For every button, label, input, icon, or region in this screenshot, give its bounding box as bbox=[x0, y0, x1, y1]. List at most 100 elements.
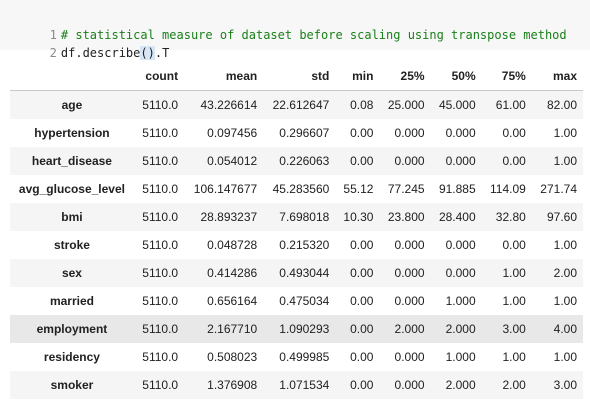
table-cell: 55.12 bbox=[343, 182, 374, 196]
table-cell: 0.00 bbox=[350, 126, 374, 140]
table-cell: 0.00 bbox=[350, 266, 374, 280]
table-cell: 28.400 bbox=[438, 210, 476, 224]
table-cell: 0.048728 bbox=[207, 238, 258, 252]
table-cell: 2.167710 bbox=[207, 322, 258, 336]
table-cell: 28.893237 bbox=[200, 210, 258, 224]
table-cell: 0.000 bbox=[394, 238, 425, 252]
table-cell: 0.000 bbox=[394, 378, 425, 392]
table-cell: 0.508023 bbox=[207, 350, 258, 364]
table-row: smoker 5110.0 1.376908 1.071534 0.00 0.000 2.0… bbox=[10, 371, 583, 399]
table-cell: 0.296607 bbox=[279, 126, 330, 140]
table-cell: 0.097456 bbox=[207, 126, 258, 140]
table-cell: 0.00 bbox=[350, 322, 374, 336]
table-cell: 1.000 bbox=[445, 350, 476, 364]
row-index: stroke bbox=[53, 238, 90, 252]
table-cell: 0.00 bbox=[502, 126, 526, 140]
code-comment: # statistical measure of dataset before … bbox=[60, 28, 567, 42]
table-cell: 5110.0 bbox=[142, 350, 179, 364]
table-cell: 1.090293 bbox=[279, 322, 330, 336]
table-cell: 45.000 bbox=[438, 98, 476, 112]
index-header bbox=[10, 61, 134, 91]
table-cell: 0.00 bbox=[350, 378, 374, 392]
table-row: bmi 5110.0 28.893237 7.698018 10.30 23.800 28.… bbox=[10, 203, 583, 231]
table-cell: 0.000 bbox=[394, 266, 425, 280]
table-cell: 271.74 bbox=[540, 182, 577, 196]
table-row: residency 5110.0 0.508023 0.499985 0.00 0.000… bbox=[10, 343, 583, 371]
table-cell: 0.226063 bbox=[279, 154, 330, 168]
table-cell: 1.00 bbox=[502, 294, 526, 308]
column-header: min bbox=[335, 61, 380, 91]
table-cell: 3.00 bbox=[502, 322, 526, 336]
column-header: 50% bbox=[430, 61, 482, 91]
column-header: count bbox=[133, 61, 185, 91]
table-cell: 106.147677 bbox=[193, 182, 258, 196]
table-cell: 5110.0 bbox=[142, 210, 179, 224]
table-cell: 0.00 bbox=[350, 294, 374, 308]
table-cell: 5110.0 bbox=[142, 98, 179, 112]
table-cell: 0.08 bbox=[350, 98, 374, 112]
table-cell: 1.00 bbox=[553, 350, 577, 364]
column-header: std bbox=[263, 61, 336, 91]
row-index: bmi bbox=[61, 210, 83, 224]
column-header: max bbox=[531, 61, 583, 91]
table-row: employment 5110.0 2.167710 1.090293 0.00 2.00… bbox=[10, 315, 583, 343]
header-row: count mean std min 25% 50% 75% max bbox=[10, 61, 583, 91]
table-cell: 3.00 bbox=[553, 378, 577, 392]
table-body: age 5110.0 43.226614 22.612647 0.08 25.000 45.… bbox=[10, 90, 583, 399]
code-expression: df.describe bbox=[60, 46, 141, 60]
table-cell: 5110.0 bbox=[142, 154, 179, 168]
table-cell: 0.054012 bbox=[207, 154, 258, 168]
table-cell: 0.00 bbox=[350, 238, 374, 252]
table-cell: 77.245 bbox=[387, 182, 425, 196]
table-cell: 0.000 bbox=[394, 350, 425, 364]
table-cell: 5110.0 bbox=[142, 378, 179, 392]
table-cell: 22.612647 bbox=[272, 98, 330, 112]
table-cell: 0.00 bbox=[350, 350, 374, 364]
table-cell: 2.00 bbox=[502, 378, 526, 392]
table-cell: 5110.0 bbox=[142, 294, 179, 308]
table-cell: 0.000 bbox=[445, 238, 476, 252]
row-index: sex bbox=[61, 266, 82, 280]
table-cell: 0.493044 bbox=[279, 266, 330, 280]
row-index: age bbox=[61, 98, 83, 112]
table-cell: 1.00 bbox=[502, 350, 526, 364]
line-number: 2 bbox=[49, 46, 57, 60]
table-cell: 82.00 bbox=[546, 98, 577, 112]
table-cell: 0.475034 bbox=[279, 294, 330, 308]
table-cell: 0.499985 bbox=[279, 350, 330, 364]
code-cell[interactable]: 1 # statistical measure of dataset before… bbox=[0, 0, 590, 60]
table-header: count mean std min 25% 50% 75% max bbox=[10, 61, 583, 91]
table-cell: 1.00 bbox=[553, 238, 577, 252]
table-cell: 7.698018 bbox=[279, 210, 330, 224]
code-line-2[interactable]: 2 df.describe().T bbox=[0, 28, 169, 60]
table-cell: 2.000 bbox=[445, 378, 476, 392]
line-number: 1 bbox=[49, 28, 57, 42]
table-row: hypertension 5110.0 0.097456 0.296607 0.00 0.… bbox=[10, 119, 583, 147]
row-index: smoker bbox=[50, 378, 94, 392]
table-cell: 2.00 bbox=[553, 266, 577, 280]
row-index: employment bbox=[36, 322, 108, 336]
row-index: avg_glucose_level bbox=[18, 182, 125, 196]
table-cell: 32.80 bbox=[495, 210, 526, 224]
table-row: heart_disease 5110.0 0.054012 0.226063 0.00 0… bbox=[10, 147, 583, 175]
table-cell: 5110.0 bbox=[142, 238, 179, 252]
table-cell: 1.071534 bbox=[279, 378, 330, 392]
table-row: sex 5110.0 0.414286 0.493044 0.00 0.000 0.000 1… bbox=[10, 259, 583, 287]
table-cell: 10.30 bbox=[343, 210, 374, 224]
table-row: age 5110.0 43.226614 22.612647 0.08 25.000 45.… bbox=[10, 90, 583, 119]
code-attribute: .T bbox=[154, 46, 170, 60]
table-cell: 4.00 bbox=[553, 322, 577, 336]
column-header: 75% bbox=[481, 61, 532, 91]
table-cell: 91.885 bbox=[438, 182, 476, 196]
table-cell: 0.000 bbox=[445, 266, 476, 280]
row-index: heart_disease bbox=[31, 154, 112, 168]
row-index: married bbox=[49, 294, 94, 308]
table-cell: 2.000 bbox=[445, 322, 476, 336]
table-cell: 0.656164 bbox=[207, 294, 258, 308]
code-line-1[interactable]: 1 # statistical measure of dataset before… bbox=[0, 10, 567, 42]
table-cell: 0.414286 bbox=[207, 266, 258, 280]
table-cell: 0.00 bbox=[350, 154, 374, 168]
table-cell: 1.00 bbox=[502, 266, 526, 280]
table-cell: 0.000 bbox=[394, 294, 425, 308]
table-cell: 5110.0 bbox=[142, 182, 179, 196]
